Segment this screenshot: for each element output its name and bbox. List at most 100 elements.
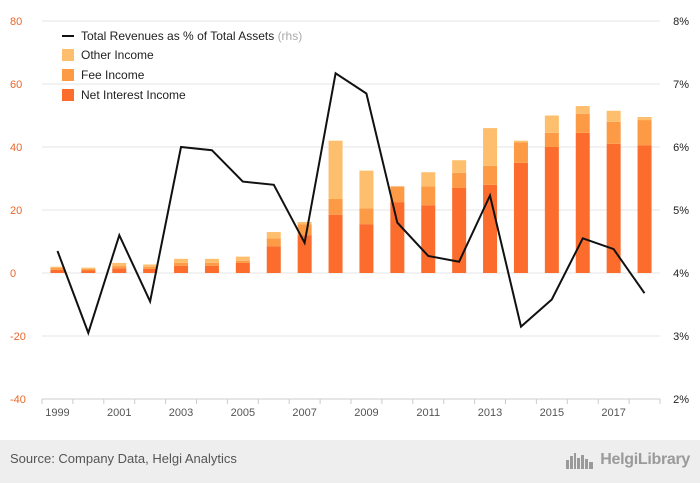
revenues-to-assets-line [56, 71, 646, 336]
line-layer [56, 71, 646, 336]
net-interest-bar [328, 214, 343, 273]
right-tick-label: 6% [673, 142, 689, 154]
other-income-bar [513, 140, 528, 143]
other-income-bar [606, 110, 621, 122]
bars-layer [50, 106, 652, 273]
footer: Source: Company Data, Helgi Analytics He… [0, 440, 700, 483]
net-interest-bar [544, 147, 559, 273]
x-tick-label: 2005 [231, 407, 255, 419]
fee-income-bar [575, 113, 590, 133]
right-axis: 8% 7% 6% 5% 4% 3% 2% [673, 16, 689, 406]
legend-fee-income-label: Fee Income [81, 68, 145, 82]
right-tick-label: 2% [673, 394, 689, 406]
net-interest-bar [174, 265, 189, 273]
left-tick-label: 20 [10, 205, 22, 217]
fee-income-bar [235, 260, 250, 263]
right-tick-label: 3% [673, 331, 689, 343]
fee-income-bar [112, 266, 127, 269]
right-tick-label: 4% [673, 268, 689, 280]
net-interest-bar [421, 205, 436, 273]
fee-income-bar [50, 267, 65, 270]
right-tick-label: 7% [673, 79, 689, 91]
right-tick-label: 5% [673, 205, 689, 217]
other-income-bar [266, 232, 281, 239]
other-income-bar [575, 106, 590, 114]
fee-income-bar [174, 262, 189, 266]
legend-net-interest-income-swatch [62, 89, 74, 101]
other-income-bar [544, 115, 559, 133]
fee-income-bar [390, 186, 405, 203]
left-tick-label: 60 [10, 79, 22, 91]
x-tick-label: 2003 [169, 407, 193, 419]
left-axis: 80 60 40 20 0 -20 -40 [10, 16, 26, 406]
city-skyline-icon [566, 453, 594, 469]
other-income-bar [112, 262, 127, 267]
legend-rhs-suffix: (rhs) [278, 29, 303, 43]
legend-other-income-label: Other Income [81, 48, 154, 62]
legend-label-line: Total Revenues as % of Total Assets (rhs… [81, 29, 302, 43]
left-tick-label: 0 [10, 268, 16, 280]
chart-svg: 80 60 40 20 0 -20 -40 8% 7% 6% 5% 4% 3% 2% 1999 2001 2… [10, 16, 689, 419]
net-interest-bar [513, 162, 528, 273]
net-interest-bar [606, 143, 621, 273]
other-income-bar [297, 221, 312, 225]
fee-income-bar [606, 121, 621, 144]
legend-fee-income-swatch [62, 69, 74, 81]
other-income-bar [637, 117, 652, 121]
x-tick-label: 2001 [107, 407, 131, 419]
x-tick-label: 2015 [540, 407, 564, 419]
fee-income-bar [483, 165, 498, 185]
net-interest-bar [637, 145, 652, 273]
x-tick-label: 2009 [354, 407, 378, 419]
other-income-bar [328, 140, 343, 199]
source-note: Source: Company Data, Helgi Analytics [10, 451, 237, 466]
other-income-bar [50, 266, 65, 268]
x-axis: 1999 2001 2003 2005 2007 2009 2011 2013 2015 2017 [41, 398, 661, 419]
right-tick-label: 8% [673, 16, 689, 28]
other-income-bar [204, 258, 219, 263]
net-interest-bar [204, 265, 219, 273]
x-tick-label: 2013 [478, 407, 502, 419]
fee-income-bar [452, 172, 467, 188]
brand-logo[interactable]: HelgiLibrary [565, 450, 690, 470]
net-interest-bar [235, 262, 250, 273]
fee-income-bar [637, 117, 652, 146]
net-interest-bar [297, 235, 312, 273]
legend-other-income-swatch [62, 49, 74, 61]
left-tick-label: 80 [10, 16, 22, 28]
brand-name: HelgiLibrary [600, 451, 690, 468]
other-income-bar [483, 128, 498, 166]
net-interest-bar [81, 270, 96, 273]
net-interest-bar [50, 269, 65, 273]
other-income-bar [359, 170, 374, 209]
net-interest-bar [359, 224, 374, 273]
net-interest-bar [575, 132, 590, 273]
fee-income-bar [81, 268, 96, 271]
other-income-bar [452, 160, 467, 173]
fee-income-bar [204, 262, 219, 266]
net-interest-bar [266, 246, 281, 273]
x-tick-label: 2011 [416, 407, 440, 419]
legend-net-interest-income-label: Net Interest Income [81, 88, 186, 102]
fee-income-bar [544, 132, 559, 147]
net-interest-bar [390, 202, 405, 273]
fee-income-bar [328, 198, 343, 215]
other-income-bar [421, 172, 436, 187]
fee-income-bar [359, 208, 374, 225]
x-tick-label: 2017 [601, 407, 625, 419]
net-interest-bar [112, 268, 127, 273]
net-interest-bar [143, 268, 158, 273]
x-tick-label: 1999 [45, 407, 69, 419]
other-income-bar [235, 256, 250, 261]
left-tick-label: 40 [10, 142, 22, 154]
other-income-bar [81, 267, 96, 269]
fee-income-bar [266, 238, 281, 247]
fee-income-bar [143, 266, 158, 269]
fee-income-bar [297, 224, 312, 236]
fee-income-bar [421, 186, 436, 206]
fee-income-bar [513, 142, 528, 163]
other-income-bar [174, 258, 189, 263]
x-tick-label: 2007 [292, 407, 316, 419]
left-tick-label: -40 [10, 394, 26, 406]
